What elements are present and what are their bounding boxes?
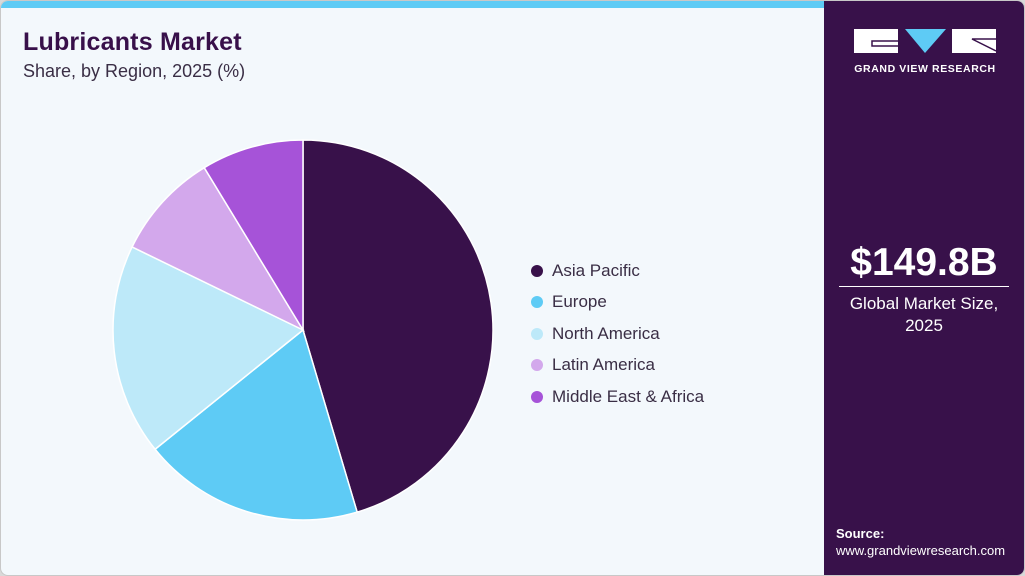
pie-slice-middle-east-africa [203,139,304,333]
pie-slice-europe [154,328,359,521]
legend-item: Middle East & Africa [531,381,704,413]
legend-item: Europe [531,287,704,319]
pie-slice-north-america [112,245,305,451]
pie-slice-asia-pacific [302,139,494,514]
chart-subtitle: Share, by Region, 2025 (%) [23,61,246,81]
market-size-value: $149.8B [850,241,998,284]
sidebar-panel: GRAND VIEW RESEARCH $149.8B Global Marke… [824,1,1024,575]
legend-item: Asia Pacific [531,255,704,287]
legend-label: Europe [552,292,607,312]
legend-label: Middle East & Africa [552,386,705,406]
legend-dot-icon [531,390,543,403]
legend-item: Latin America [531,350,704,382]
source-label: Source: [836,526,885,541]
legend-item: North America [531,318,704,350]
pie-slice-latin-america [131,166,305,332]
gvr-logo-icon [854,29,997,53]
gvr-logo: GRAND VIEW RESEARCH [854,29,997,75]
legend-label: Latin America [552,355,655,375]
divider [839,286,1009,287]
market-size-label: Global Market Size, 2025 [824,293,1024,337]
legend-label: North America [552,323,660,343]
market-label-line1: Global Market Size, [849,294,999,313]
market-label-line2: 2025 [905,316,943,335]
logo-text: GRAND VIEW RESEARCH [854,63,996,75]
legend-dot-icon [531,264,543,277]
chart-legend: Asia Pacific Europe North America Latin Ame… [531,255,704,413]
legend-dot-icon [531,327,543,340]
source-link[interactable]: www.grandviewresearch.com [836,543,1006,558]
legend-label: Asia Pacific [552,260,640,280]
chart-title: Lubricants Market [23,28,242,56]
accent-bar [1,1,825,8]
legend-dot-icon [531,296,543,309]
pie-chart [112,139,494,521]
legend-dot-icon [531,359,543,372]
